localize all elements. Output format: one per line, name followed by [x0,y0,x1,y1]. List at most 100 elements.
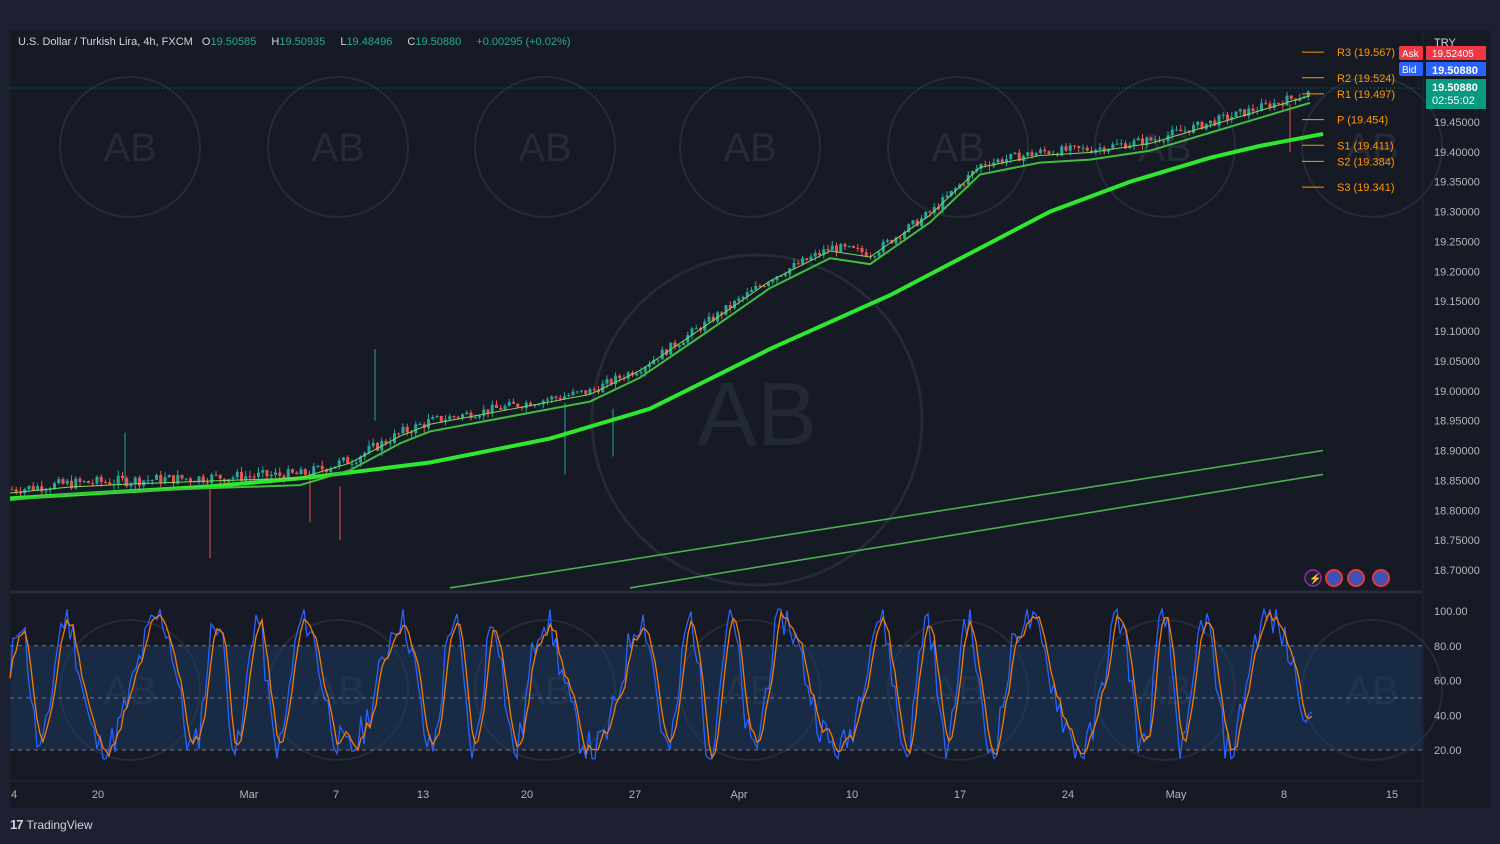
price-tick-label: 18.75000 [1434,535,1480,547]
candle-body [1260,103,1263,111]
candle-body [350,463,354,465]
close-label: C [407,36,416,48]
candle-body [873,256,877,258]
candle-body [979,164,983,169]
candle-body [397,433,401,435]
brand-name: TradingView [26,817,93,832]
watermark-seal [1094,76,1236,218]
candle-body [728,305,732,309]
candle-body [163,477,167,484]
candle-body [286,469,290,481]
candle-body [1196,121,1200,125]
ask-label: Ask [1402,49,1420,60]
candle-body [418,424,422,426]
time-tick-label: 7 [333,789,339,801]
candle-body [937,206,940,210]
candle-body [1098,147,1102,150]
time-tick-label: 10 [846,789,858,801]
watermark-initials: AB [723,126,776,170]
time-tick-label: 8 [1281,789,1287,801]
candle-body [767,282,770,287]
candle-body [473,417,477,419]
ema-slow-line [9,131,1324,501]
candle-body [762,285,766,287]
candle-body [813,253,817,257]
candle-body [435,416,439,418]
pivot-label: R3 (19.567) [1337,47,1395,59]
time-scale-labels: 4 20 Mar 7 13 20 27 Apr 10 17 24 May 8 15 [11,789,1398,801]
price-tick-label: 19.05000 [1434,356,1480,368]
lightning-icon[interactable] [1304,569,1322,587]
candle-body [189,478,192,482]
candle-body [1145,137,1149,146]
ask-tag [1399,46,1423,60]
price-tick-label: 19.15000 [1434,296,1480,308]
stoch-k-line [9,606,1313,761]
candle-body [129,483,133,487]
price-tick-label: 19.00000 [1434,386,1480,398]
candle-body [469,412,473,419]
us-flag-icon[interactable] [1325,569,1343,587]
candle-body [329,468,333,472]
candle-body [1183,130,1187,132]
candle-body [898,237,902,239]
price-tick-label: 18.70000 [1434,565,1480,577]
ask-price: 19.52405 [1432,49,1474,60]
candle-body [1277,102,1280,104]
candle-body [257,472,260,477]
candle-body [954,188,957,191]
candle-body [1081,147,1085,149]
candle-body [983,164,987,166]
event-markers[interactable]: ⚡ [1304,569,1390,587]
candle-body [1136,138,1140,141]
pivot-label: S2 (19.384) [1337,156,1394,168]
us-flag-icon[interactable] [1372,569,1390,587]
candle-body [316,465,320,467]
candle-body [843,244,847,247]
candle-body [99,476,103,482]
candle-body [622,378,626,380]
candle-body [673,342,677,347]
oscillator-tick-label: 60.00 [1434,676,1462,688]
candle-body [1264,103,1268,105]
candle-body [1102,147,1106,152]
bar-countdown: 02:55:02 [1432,95,1475,107]
candle-body [269,474,273,477]
candle-body [550,396,554,400]
candle-body [303,469,307,475]
candle-body [1107,148,1110,152]
candle-body [138,477,141,486]
candle-body [830,245,834,251]
candle-body [146,480,150,482]
svg-text:⚡: ⚡ [1309,572,1321,585]
high-label: H [271,36,280,48]
candle-body [609,379,613,385]
candle-body [1073,145,1076,147]
us-flag-icon[interactable] [1347,569,1365,587]
symbol-legend[interactable]: U.S. Dollar / Turkish Lira, 4h, FXCM O19… [18,36,576,48]
stochastic-lines [9,606,1313,761]
symbol-title: U.S. Dollar / Turkish Lira, 4h, FXCM [18,36,193,48]
watermark-initials-large: AB [697,365,817,465]
time-axis[interactable] [10,782,1422,808]
candle-body [448,416,452,420]
candle-body [669,342,673,355]
candle-body [660,349,664,360]
price-axis[interactable] [1424,30,1490,808]
candle-body [180,474,184,479]
candle-body [214,474,218,476]
candle-body [686,335,690,343]
candle-body [14,489,18,492]
candle-body [835,245,838,252]
candle-body [860,247,864,253]
candle-body [478,415,481,418]
price-pane[interactable] [10,30,1422,590]
candle-body [1013,152,1017,154]
candle-body [108,482,112,485]
trend-lines [449,449,1324,589]
candle-body [694,328,698,330]
candle-body [1043,149,1047,152]
tradingview-branding[interactable]: 17 TradingView [10,817,93,832]
candle-body [367,445,371,453]
candle-body [1175,129,1178,131]
